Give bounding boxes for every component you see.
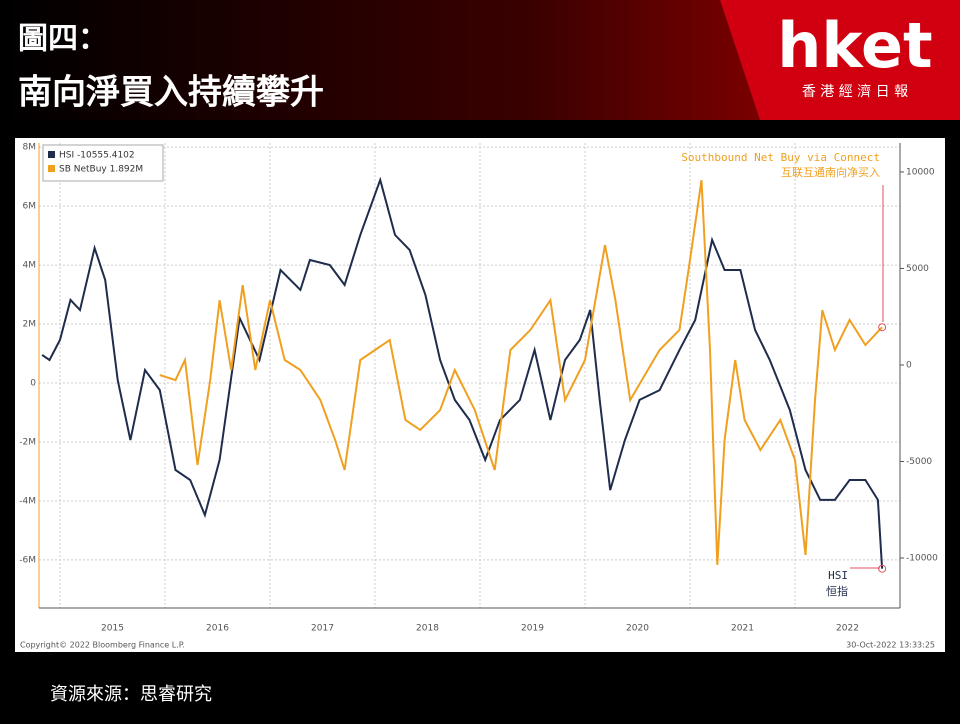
annotation: HSI [828,569,848,582]
x-tick-label: 2021 [731,624,754,634]
x-tick-label: 2020 [626,624,649,634]
x-tick-label: 2016 [206,624,229,634]
y-tick-label: 6M [23,202,37,212]
footer-left: Copyright© 2022 Bloomberg Finance L.P. [20,641,185,650]
legend-label: SB NetBuy 1.892M [59,165,143,175]
annotation: Southbound Net Buy via Connect [681,151,880,164]
x-tick-label: 2018 [416,624,439,634]
y-tick-label: 8M [23,143,37,153]
legend-box [42,144,164,182]
end-marker [878,323,887,332]
x-tick-label: 2017 [311,624,334,634]
plot: -6M -4M -2M 0 2M 4M 6M 8M -10000 -5000 0 5000 10000 2… [19,143,938,650]
y-tick-label: -6M [19,555,36,565]
logo-sub: 香 港 經 濟 日 報 [802,84,908,100]
y2-tick-label: -5000 [906,457,932,467]
title-line1: 圖四： [18,22,108,57]
legend-swatch [48,165,55,172]
logo-bg [720,0,960,120]
y-tick-label: 4M [23,261,37,271]
series-line [41,176,884,569]
annotation: 互联互通南向净买入 [781,165,880,179]
y-tick-label: 2M [23,320,37,330]
y-tick-label: 0 [30,379,36,389]
legend-swatch [48,151,55,158]
y-tick-label: -4M [19,496,36,506]
source: 資源來源：思睿研究 [50,684,212,705]
y2-tick-label: -10000 [906,554,938,564]
x-tick-label: 2022 [836,624,859,634]
title-line2: 南向淨買入持續攀升 [18,73,324,113]
x-tick-label: 2019 [521,624,544,634]
annotation: 恒指 [826,584,848,598]
logo: hket [777,9,932,82]
end-marker [878,564,887,573]
footer-right: 30-Oct-2022 13:33:25 [846,641,935,650]
legend-label: HSI -10555.4102 [59,151,135,161]
x-tick-label: 2015 [101,624,124,634]
y-tick-label: -2M [19,437,36,447]
y2-tick-label: 10000 [906,167,935,177]
y2-tick-label: 5000 [906,264,929,274]
series-line [159,180,883,565]
y2-tick-label: 0 [906,360,912,370]
